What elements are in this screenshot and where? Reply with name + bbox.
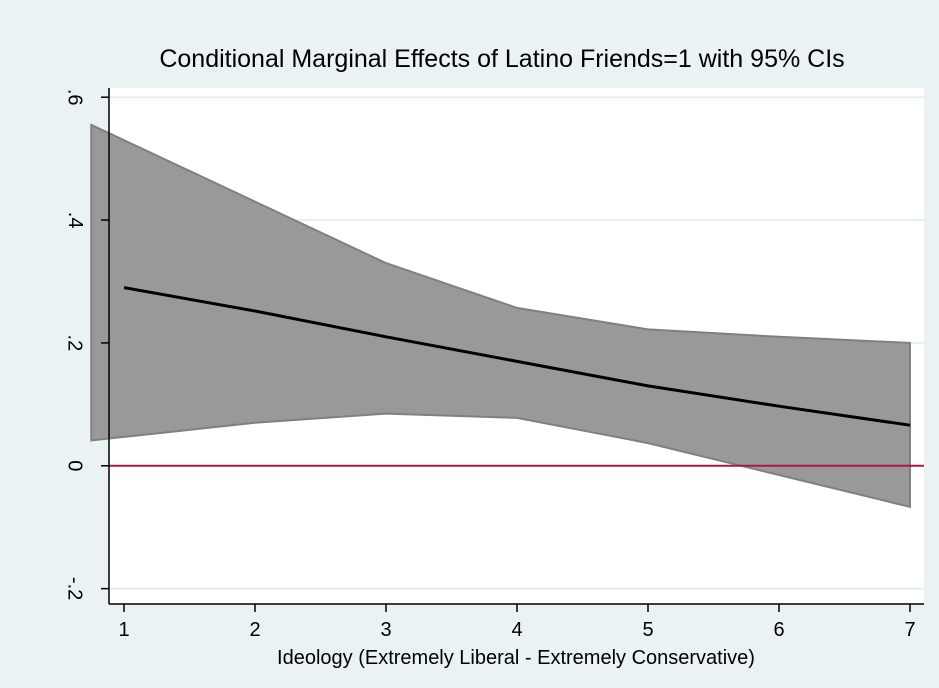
- estimate-line: [123, 286, 911, 427]
- y-tick-label: -.2: [64, 577, 86, 600]
- x-tick-label: 2: [249, 619, 260, 641]
- y-tick-label: .4: [64, 212, 86, 229]
- y-tick-label: .2: [64, 335, 86, 352]
- estimate-line-layer: [123, 286, 911, 427]
- confidence-interval-band: [90, 123, 911, 509]
- x-tick-label: 5: [642, 619, 653, 641]
- y-tick-label: .6: [64, 89, 86, 106]
- x-tick-label: 7: [904, 619, 915, 641]
- x-tick-label: 3: [380, 619, 391, 641]
- y-tick-label: 0: [64, 460, 86, 471]
- confidence-band-layer: [90, 123, 911, 509]
- chart-title: Conditional Marginal Effects of Latino F…: [159, 45, 844, 73]
- x-tick-label: 4: [511, 619, 522, 641]
- axes: -.2 0 .2 .4 .6 1 2 3 4 5 6 7: [64, 88, 924, 641]
- x-tick-label: 1: [118, 619, 129, 641]
- x-axis-title: Ideology (Extremely Liberal - Extremely …: [277, 647, 755, 669]
- x-tick-label: 6: [773, 619, 784, 641]
